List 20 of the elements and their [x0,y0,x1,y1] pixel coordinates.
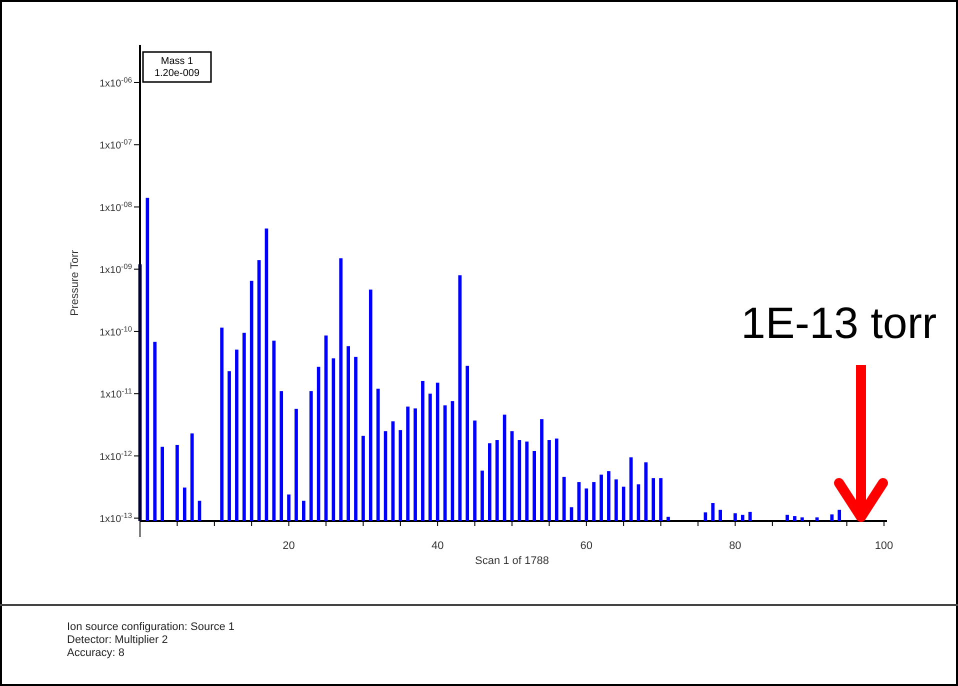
annotation: Mass 1 1.20e-009 [154,56,200,79]
x-tick-label: 20 [282,540,295,552]
x-axis-title: Scan 1 of 1788 [474,555,550,567]
y-tick-label: 1x10$^{-10}$ [99,324,132,338]
y-tick-label: 1x10$^{-13}$ [99,510,132,526]
annotation: 1E-13 torr [741,299,937,348]
y-tick-label: 1x10$^{-12}$ [99,448,132,463]
x-tick-label: 40 [431,540,444,552]
y-tick-label: 1x10$^{-08}$ [99,199,132,214]
text: Accuracy: 8 [67,647,124,659]
text: Detector: Multiplier 2 [67,634,168,646]
y-tick-label: 1x10$^{-11}$ [100,386,132,401]
x-tick-label: 80 [729,540,742,552]
y-tick-label: 1x10$^{-06}$ [99,74,132,90]
y-axis-title: Pressure Torr [69,250,81,316]
text: Ion source configuration: Source 1 [67,621,235,633]
x-tick-label: 60 [580,540,593,552]
y-tick-label: 1x10$^{-09}$ [99,262,132,276]
x-tick-label: 100 [874,540,894,552]
y-tick-label: 1x10$^{-07}$ [99,137,132,152]
